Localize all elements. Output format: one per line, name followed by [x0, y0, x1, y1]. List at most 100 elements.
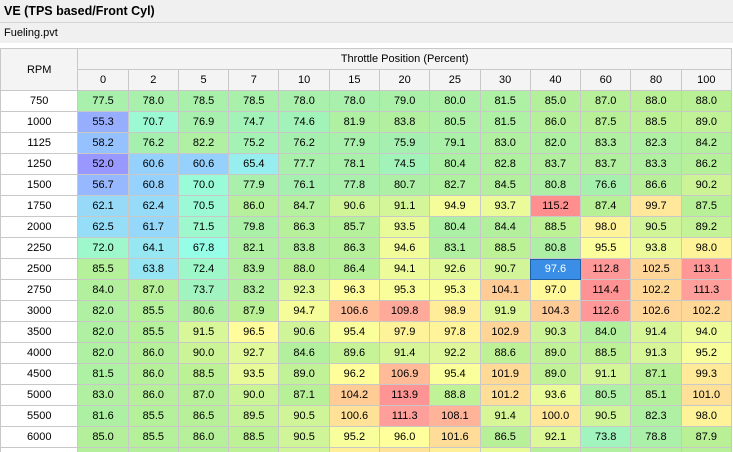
table-cell[interactable]: 99.7	[630, 195, 682, 217]
table-cell[interactable]: 85.0	[77, 447, 129, 452]
table-cell[interactable]: 93.5	[379, 216, 431, 238]
table-cell[interactable]: 79.0	[379, 90, 431, 112]
table-cell[interactable]: 77.9	[328, 132, 381, 154]
table-cell[interactable]: 96.3	[328, 279, 381, 301]
table-cell[interactable]: 106.6	[328, 300, 381, 322]
table-cell[interactable]: 71.5	[177, 216, 230, 238]
table-cell[interactable]: 72.0	[77, 237, 129, 259]
table-cell[interactable]: 100.0	[529, 405, 582, 427]
table-cell[interactable]: 84.2	[680, 132, 733, 154]
table-cell[interactable]: 70.0	[177, 174, 230, 196]
table-cell[interactable]: 52.0	[77, 153, 129, 175]
table-cell[interactable]: 98.0	[680, 237, 733, 259]
table-cell[interactable]: 90.2	[680, 174, 733, 196]
table-cell[interactable]: 87.9	[228, 300, 280, 322]
table-cell[interactable]: 80.6	[177, 300, 230, 322]
table-cell[interactable]: 83.3	[630, 153, 682, 175]
table-cell[interactable]: 88.5	[228, 426, 280, 448]
table-cell[interactable]: 87.5	[580, 111, 632, 133]
table-cell[interactable]: 86.0	[228, 195, 280, 217]
table-cell[interactable]: 88.6	[479, 342, 531, 364]
table-cell[interactable]: 76.9	[177, 111, 230, 133]
table-cell[interactable]: 75.9	[379, 132, 431, 154]
table-cell[interactable]: 86.6	[630, 174, 682, 196]
table-cell[interactable]: 62.4	[127, 195, 179, 217]
table-cell[interactable]: 83.7	[529, 153, 582, 175]
table-cell[interactable]: 85.1	[630, 384, 682, 406]
table-cell[interactable]: 76.6	[580, 174, 632, 196]
table-cell[interactable]: 85.5	[127, 405, 179, 427]
table-cell[interactable]: 106.9	[379, 363, 431, 385]
table-cell[interactable]: 96.5	[228, 321, 280, 343]
table-cell[interactable]: 83.2	[228, 279, 280, 301]
table-cell[interactable]: 89.2	[680, 216, 733, 238]
table-cell[interactable]: 61.7	[127, 216, 179, 238]
table-cell[interactable]: 83.8	[379, 111, 431, 133]
table-cell[interactable]: 82.0	[77, 321, 129, 343]
table-cell[interactable]: 99.3	[680, 363, 733, 385]
table-cell[interactable]: 84.7	[278, 195, 330, 217]
table-cell[interactable]: 82.0	[529, 132, 582, 154]
table-cell[interactable]: 101.2	[479, 384, 531, 406]
table-cell[interactable]: 90.7	[479, 258, 531, 280]
table-cell[interactable]: 85.0	[127, 447, 179, 452]
table-cell[interactable]: 90.3	[529, 321, 582, 343]
table-cell[interactable]: 80.8	[529, 174, 582, 196]
table-cell[interactable]: 83.0	[580, 447, 632, 452]
table-cell[interactable]: 81.5	[479, 111, 531, 133]
table-cell[interactable]: 62.5	[77, 216, 129, 238]
table-cell[interactable]: 104.1	[479, 279, 531, 301]
table-cell[interactable]: 114.4	[580, 279, 632, 301]
table-cell[interactable]: 113.9	[379, 384, 431, 406]
table-cell[interactable]: 111.3	[680, 279, 733, 301]
table-cell[interactable]: 97.6	[529, 258, 582, 280]
table-cell[interactable]: 77.9	[228, 174, 280, 196]
table-cell[interactable]: 74.7	[228, 111, 280, 133]
table-cell[interactable]: 80.4	[429, 153, 481, 175]
table-cell[interactable]: 87.0	[127, 279, 179, 301]
table-cell[interactable]: 89.6	[328, 342, 381, 364]
table-cell[interactable]: 93.6	[529, 384, 582, 406]
table-cell[interactable]: 72.4	[177, 258, 230, 280]
table-cell[interactable]: 87.0	[580, 90, 632, 112]
table-cell[interactable]: 97.9	[379, 321, 431, 343]
table-cell[interactable]: 100.6	[328, 405, 381, 427]
table-cell[interactable]: 78.1	[328, 153, 381, 175]
table-cell[interactable]: 81.5	[77, 363, 129, 385]
table-cell[interactable]: 82.3	[630, 405, 682, 427]
table-cell[interactable]: 91.4	[379, 342, 431, 364]
table-cell[interactable]: 83.7	[580, 153, 632, 175]
table-cell[interactable]: 84.5	[479, 174, 531, 196]
table-cell[interactable]: 86.0	[529, 111, 582, 133]
table-cell[interactable]: 65.4	[228, 153, 280, 175]
table-cell[interactable]: 112.8	[580, 258, 632, 280]
table-cell[interactable]: 81.6	[77, 405, 129, 427]
table-cell[interactable]: 86.0	[127, 342, 179, 364]
table-cell[interactable]: 115.2	[529, 195, 582, 217]
table-cell[interactable]: 86.5	[479, 426, 531, 448]
table-cell[interactable]: 92.1	[529, 426, 582, 448]
table-cell[interactable]: 88.0	[630, 90, 682, 112]
table-cell[interactable]: 95.3	[379, 279, 431, 301]
table-cell[interactable]: 77.8	[328, 174, 381, 196]
table-cell[interactable]: 90.5	[278, 447, 330, 452]
table-cell[interactable]: 90.0	[177, 342, 230, 364]
table-cell[interactable]: 101.0	[680, 384, 733, 406]
table-cell[interactable]: 82.0	[77, 342, 129, 364]
table-cell[interactable]: 78.0	[328, 90, 381, 112]
table-cell[interactable]: 101.6	[429, 426, 481, 448]
table-cell[interactable]: 102.2	[630, 279, 682, 301]
table-cell[interactable]: 95.2	[680, 342, 733, 364]
table-cell[interactable]: 98.0	[580, 216, 632, 238]
table-cell[interactable]: 88.5	[529, 216, 582, 238]
table-cell[interactable]: 90.6	[328, 195, 381, 217]
table-cell[interactable]: 92.2	[429, 342, 481, 364]
table-cell[interactable]: 98.5	[328, 447, 381, 452]
table-cell[interactable]: 60.6	[127, 153, 179, 175]
table-cell[interactable]: 77.5	[77, 90, 129, 112]
table-cell[interactable]: 73.8	[580, 426, 632, 448]
table-cell[interactable]: 80.0	[429, 90, 481, 112]
table-cell[interactable]: 82.2	[177, 132, 230, 154]
table-cell[interactable]: 90.5	[278, 426, 330, 448]
table-cell[interactable]: 78.0	[127, 90, 179, 112]
